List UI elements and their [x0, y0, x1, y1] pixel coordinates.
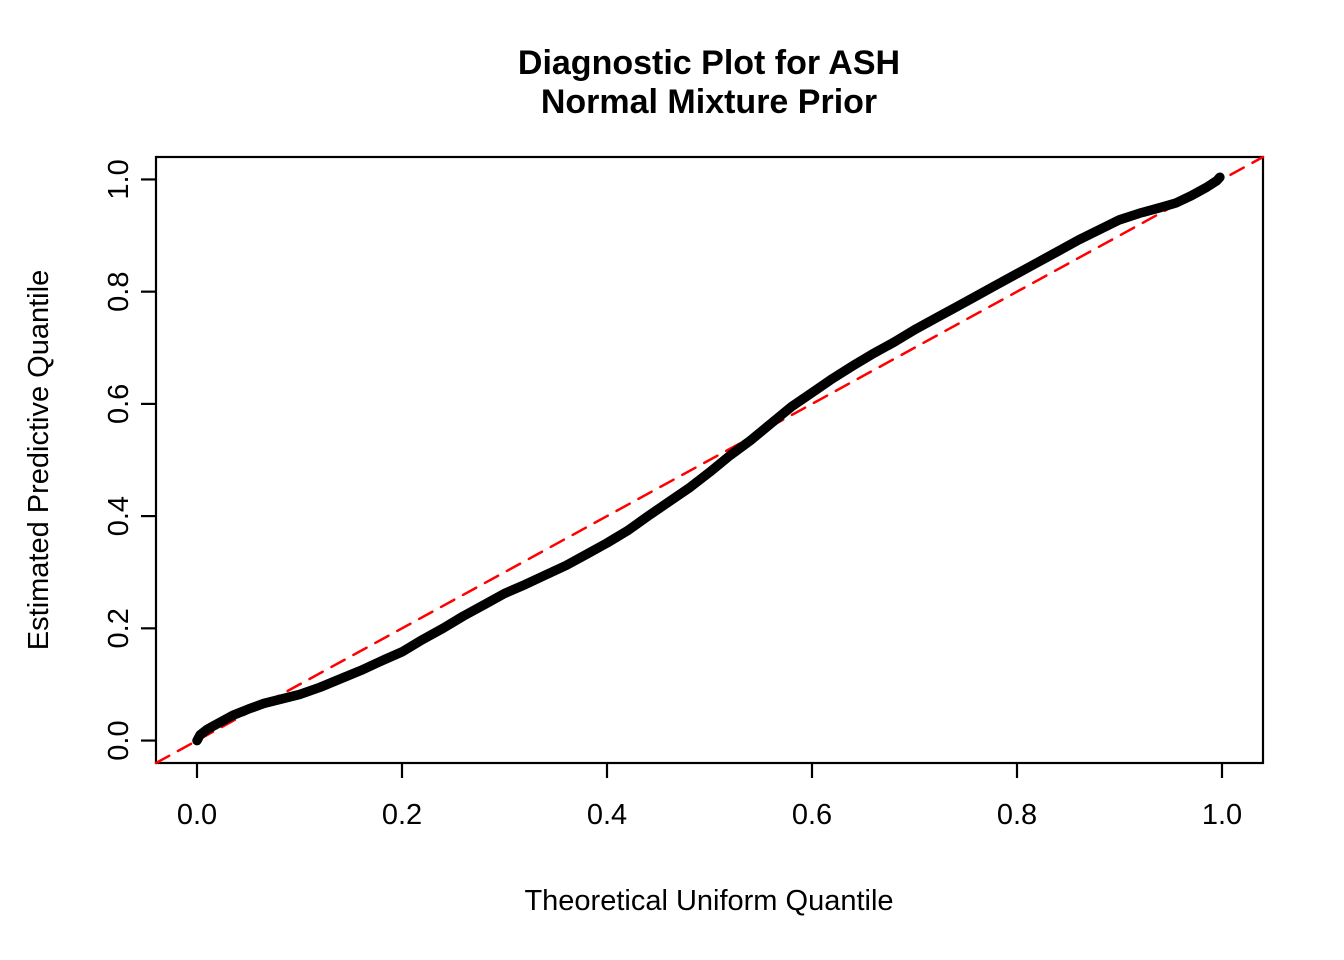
y-tick-label: 0.0: [103, 720, 135, 760]
x-tick-label: 0.4: [587, 799, 627, 831]
y-axis-label: Estimated Predictive Quantile: [23, 270, 55, 650]
y-tick-label: 0.2: [103, 608, 135, 648]
reference-diagonal-y-equals-x: [154, 155, 1265, 765]
y-tick-label: 0.8: [103, 272, 135, 312]
x-tick-label: 0.0: [177, 799, 217, 831]
plot-title-line1: Diagnostic Plot for ASH: [518, 44, 900, 82]
x-tick-label: 0.8: [997, 799, 1037, 831]
plot-area: 0.0 0.2 0.4 0.6 0.8 1.0 0.0 0.2 0.4 0.6 0.8 1.0: [103, 155, 1265, 831]
x-tick-label: 0.2: [382, 799, 422, 831]
x-tick-label: 1.0: [1202, 799, 1242, 831]
y-tick-label: 1.0: [103, 159, 135, 199]
plot-title-line2: Normal Mixture Prior: [541, 83, 877, 121]
plot-box: [154, 155, 1265, 765]
y-tick-label: 0.6: [103, 384, 135, 424]
y-tick-label: 0.4: [103, 496, 135, 536]
x-tick-label: 0.6: [792, 799, 832, 831]
estimated-predictive-quantile-curve: [192, 172, 1225, 746]
x-axis-label: Theoretical Uniform Quantile: [524, 885, 893, 917]
